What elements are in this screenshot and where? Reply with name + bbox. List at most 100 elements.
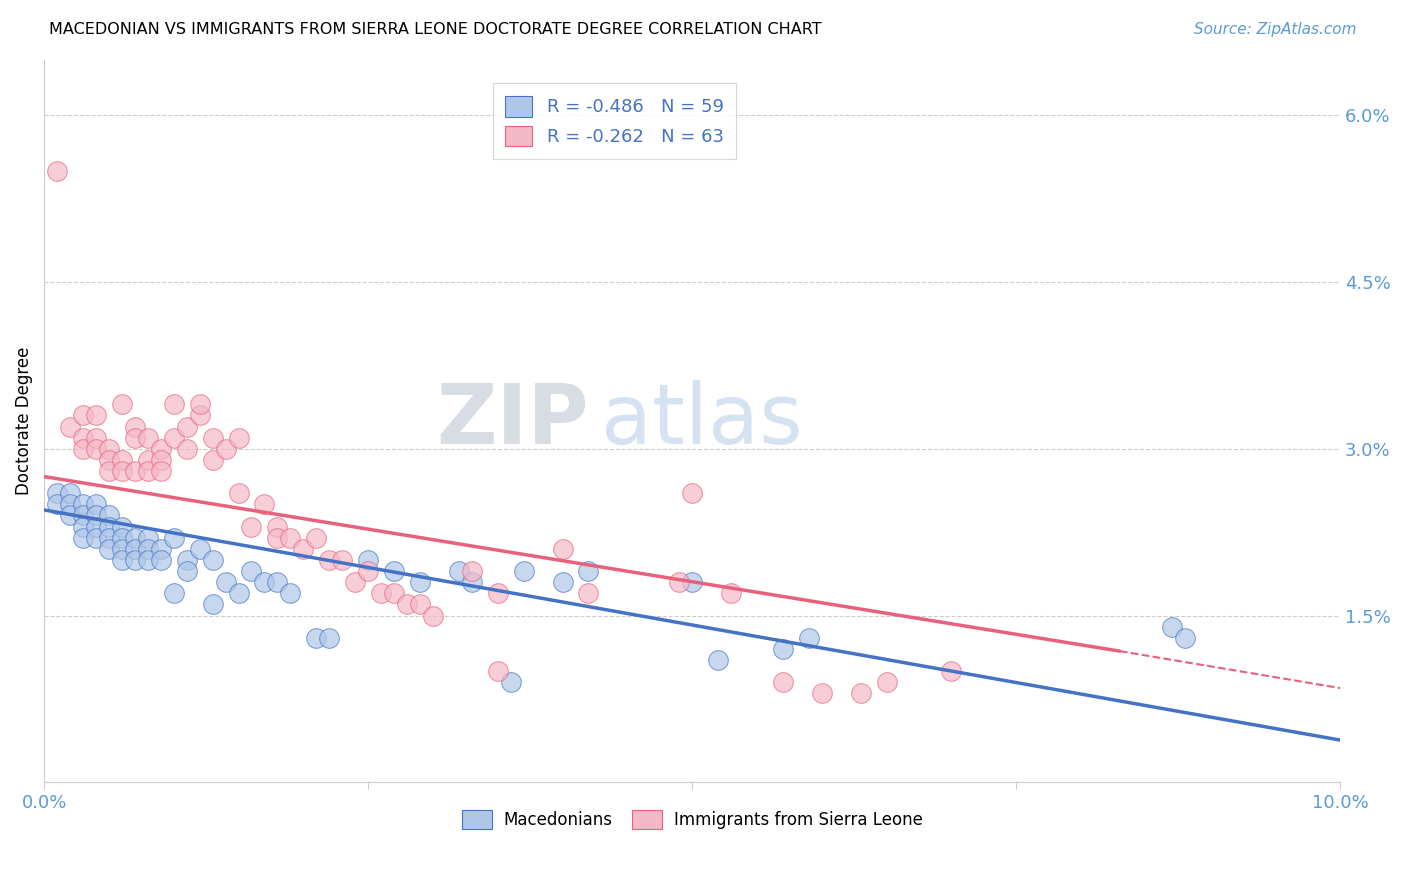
- Point: [84, 431, 107, 445]
- Point: [72, 442, 94, 456]
- Point: [201, 598, 224, 612]
- Point: [149, 553, 172, 567]
- Point: [409, 598, 432, 612]
- Point: [810, 686, 832, 700]
- Point: [305, 631, 328, 645]
- Point: [668, 575, 690, 590]
- Point: [97, 541, 120, 556]
- Point: [772, 675, 794, 690]
- Point: [124, 419, 146, 434]
- Point: [163, 531, 186, 545]
- Point: [512, 564, 534, 578]
- Text: atlas: atlas: [602, 381, 803, 461]
- Point: [72, 519, 94, 533]
- Point: [176, 442, 198, 456]
- Point: [395, 598, 418, 612]
- Y-axis label: Doctorate Degree: Doctorate Degree: [15, 347, 32, 495]
- Point: [72, 531, 94, 545]
- Point: [344, 575, 367, 590]
- Point: [772, 641, 794, 656]
- Point: [357, 553, 380, 567]
- Point: [214, 575, 236, 590]
- Point: [188, 397, 211, 411]
- Point: [84, 442, 107, 456]
- Point: [59, 486, 82, 500]
- Point: [136, 453, 159, 467]
- Point: [124, 464, 146, 478]
- Point: [97, 531, 120, 545]
- Point: [46, 486, 69, 500]
- Point: [97, 508, 120, 523]
- Point: [59, 508, 82, 523]
- Point: [84, 497, 107, 511]
- Point: [201, 453, 224, 467]
- Point: [136, 531, 159, 545]
- Point: [136, 431, 159, 445]
- Point: [111, 553, 134, 567]
- Point: [382, 564, 405, 578]
- Point: [240, 519, 263, 533]
- Point: [797, 631, 820, 645]
- Point: [551, 541, 574, 556]
- Point: [228, 586, 250, 600]
- Legend: Macedonians, Immigrants from Sierra Leone: Macedonians, Immigrants from Sierra Leon…: [456, 803, 929, 836]
- Point: [176, 553, 198, 567]
- Point: [253, 575, 276, 590]
- Point: [176, 564, 198, 578]
- Point: [447, 564, 470, 578]
- Point: [163, 397, 186, 411]
- Text: Source: ZipAtlas.com: Source: ZipAtlas.com: [1194, 22, 1357, 37]
- Point: [97, 442, 120, 456]
- Point: [1160, 620, 1182, 634]
- Point: [941, 664, 963, 678]
- Point: [214, 442, 236, 456]
- Point: [59, 419, 82, 434]
- Point: [266, 519, 288, 533]
- Point: [422, 608, 444, 623]
- Point: [163, 431, 186, 445]
- Point: [266, 531, 288, 545]
- Point: [111, 519, 134, 533]
- Point: [318, 553, 340, 567]
- Point: [499, 675, 522, 690]
- Point: [330, 553, 353, 567]
- Point: [228, 431, 250, 445]
- Point: [124, 553, 146, 567]
- Point: [111, 464, 134, 478]
- Point: [253, 497, 276, 511]
- Point: [163, 586, 186, 600]
- Point: [124, 541, 146, 556]
- Point: [228, 486, 250, 500]
- Point: [551, 575, 574, 590]
- Point: [409, 575, 432, 590]
- Point: [149, 453, 172, 467]
- Point: [97, 519, 120, 533]
- Point: [84, 508, 107, 523]
- Point: [111, 453, 134, 467]
- Point: [305, 531, 328, 545]
- Point: [876, 675, 898, 690]
- Point: [266, 575, 288, 590]
- Point: [849, 686, 872, 700]
- Point: [149, 442, 172, 456]
- Point: [681, 575, 703, 590]
- Point: [124, 431, 146, 445]
- Point: [46, 497, 69, 511]
- Point: [357, 564, 380, 578]
- Point: [461, 564, 484, 578]
- Point: [97, 453, 120, 467]
- Point: [84, 519, 107, 533]
- Point: [97, 464, 120, 478]
- Point: [84, 409, 107, 423]
- Point: [720, 586, 742, 600]
- Point: [72, 431, 94, 445]
- Point: [578, 564, 600, 578]
- Point: [111, 541, 134, 556]
- Point: [318, 631, 340, 645]
- Point: [136, 464, 159, 478]
- Point: [486, 664, 509, 678]
- Point: [240, 564, 263, 578]
- Point: [201, 553, 224, 567]
- Point: [136, 553, 159, 567]
- Point: [188, 541, 211, 556]
